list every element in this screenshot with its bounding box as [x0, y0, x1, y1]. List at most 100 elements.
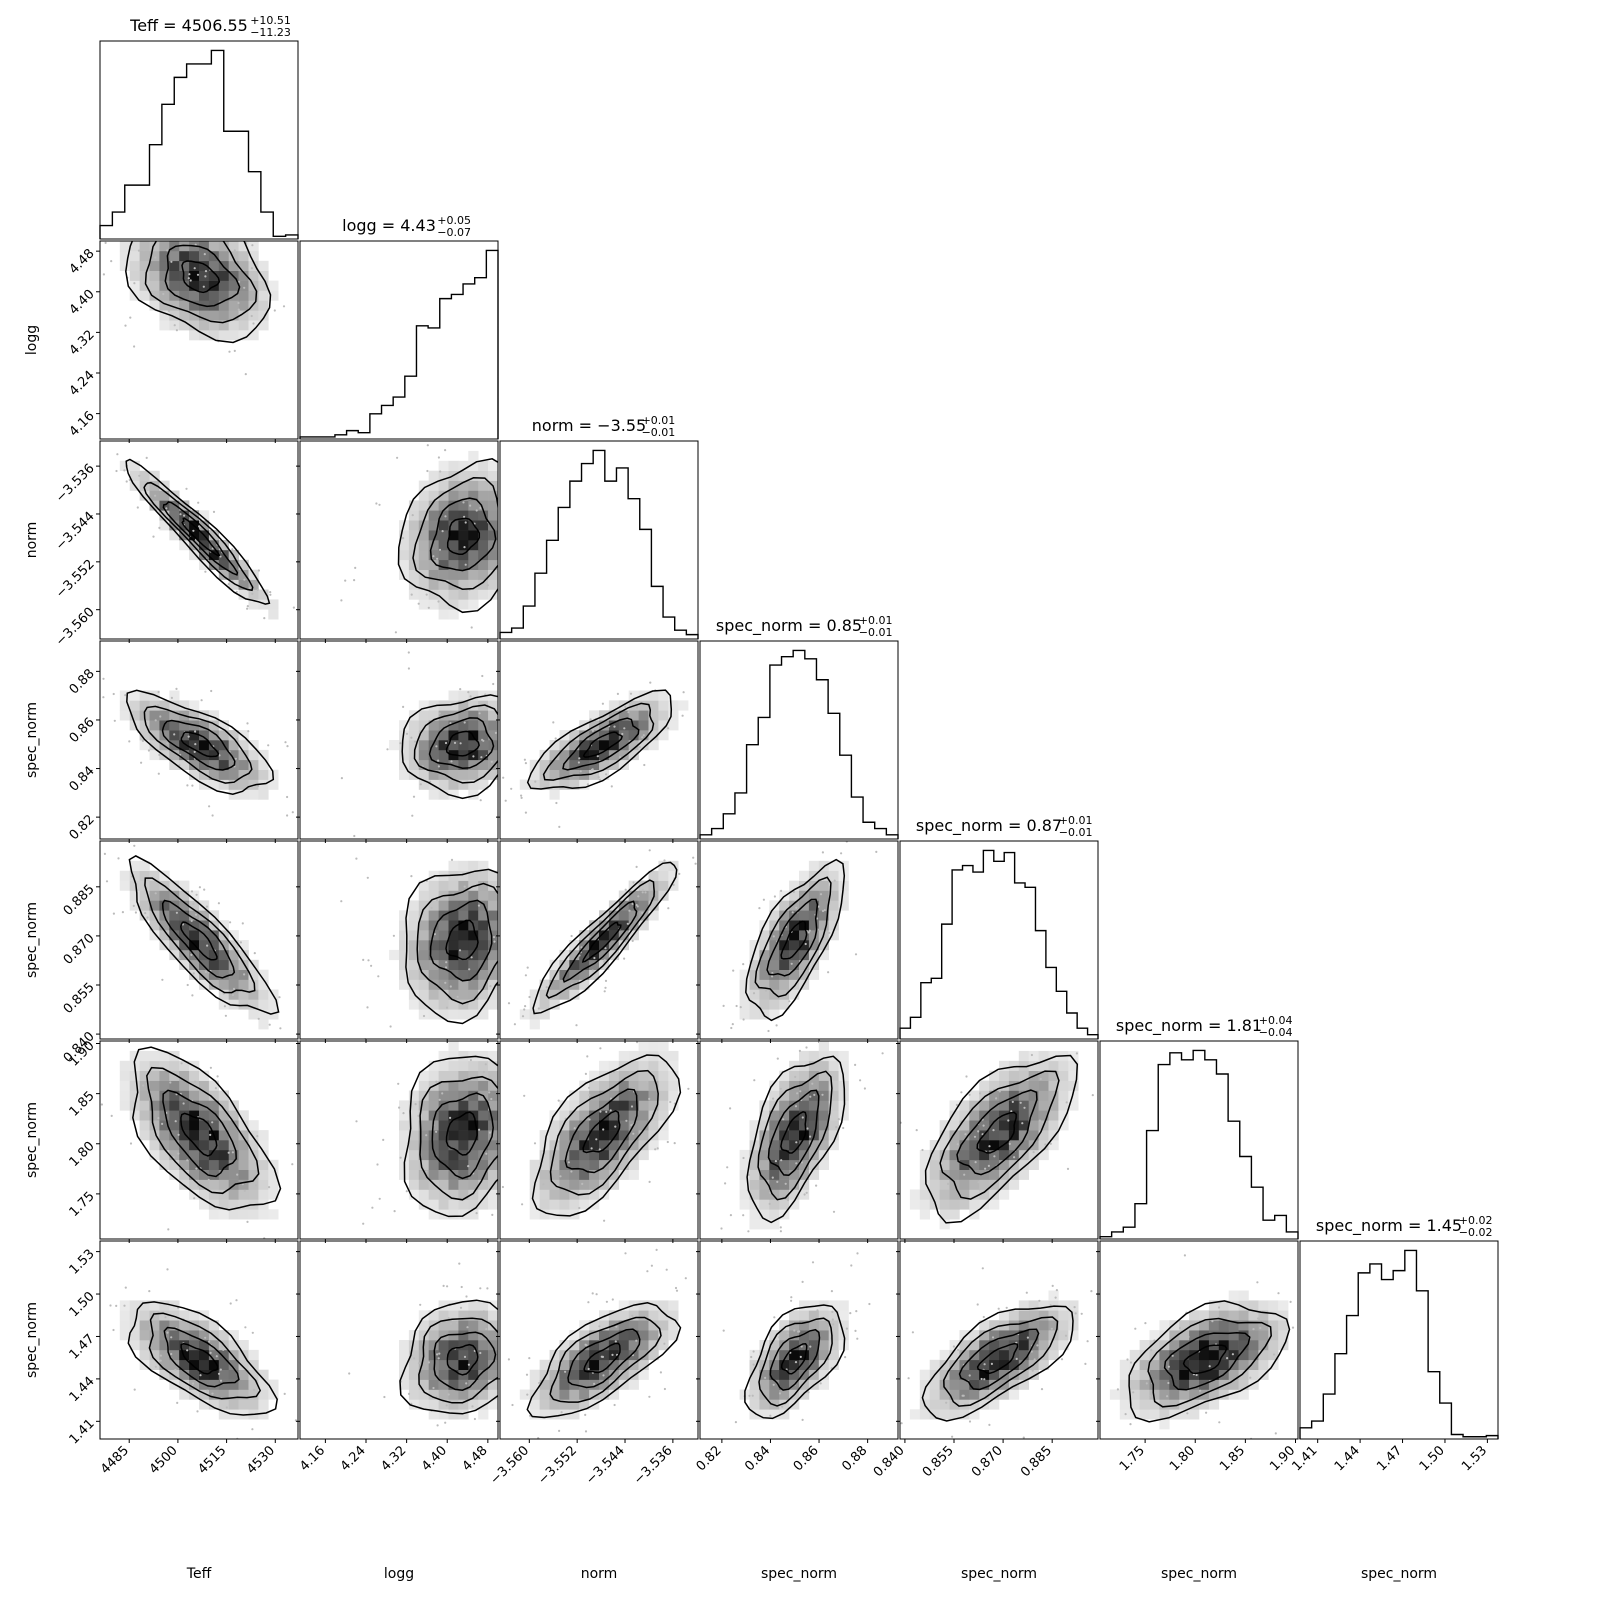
density-cell [458, 999, 469, 1010]
sample-point [780, 1159, 783, 1162]
density-cell [169, 1359, 180, 1370]
density-cell [408, 1359, 420, 1370]
sample-point [1019, 1101, 1022, 1104]
density-cell [549, 1159, 560, 1170]
density-cell [458, 890, 469, 901]
sample-point [642, 734, 645, 737]
density-cell [428, 920, 439, 931]
density-cell [438, 1169, 449, 1180]
density-cell [1169, 1330, 1180, 1341]
density-cell [139, 1050, 150, 1062]
sample-point [631, 902, 634, 906]
density-cell [208, 530, 220, 541]
density-cell [759, 949, 770, 961]
density-cell [478, 720, 489, 731]
density-cell [139, 900, 150, 911]
density-cell [478, 759, 489, 770]
density-cell [929, 1159, 940, 1170]
density-cell [408, 910, 420, 921]
density-cell [228, 260, 239, 271]
sample-point [477, 1234, 479, 1236]
density-cell [599, 740, 610, 751]
density-cell [149, 1140, 160, 1151]
density-cell [749, 1389, 760, 1400]
density-cell [149, 1100, 160, 1111]
sample-point [520, 1374, 522, 1376]
y-tick-label: 0.885 [61, 882, 98, 919]
sample-point [508, 1053, 510, 1055]
density-cell [769, 1090, 780, 1101]
density-cell [638, 1149, 649, 1161]
sample-point [750, 1048, 752, 1050]
density-cell [159, 1060, 170, 1071]
sample-point [402, 537, 405, 540]
density-cell [228, 969, 239, 980]
density-cell [189, 890, 200, 901]
density-cell [418, 710, 429, 721]
sample-point [790, 1299, 793, 1302]
sample-point [231, 548, 234, 551]
sample-point [520, 794, 523, 797]
density-cell [1169, 1340, 1180, 1351]
x-tick-label: 4500 [147, 1443, 181, 1477]
density-cell [808, 1359, 820, 1370]
title-plus-4: +0.01 [1059, 814, 1093, 827]
density-cell [488, 940, 498, 951]
sample-point [963, 1173, 966, 1176]
panel-frame [499, 640, 699, 840]
sample-point [116, 453, 119, 456]
density-cell [199, 1090, 210, 1101]
sample-point [724, 1182, 727, 1185]
density-cell [569, 1130, 580, 1141]
sample-point [1073, 1306, 1076, 1309]
density-cell [658, 1070, 669, 1081]
density-cell [808, 930, 820, 941]
density-cell [218, 330, 229, 341]
density-cell [1018, 1159, 1029, 1170]
density-cell [438, 530, 449, 541]
sample-point [419, 683, 421, 685]
density-cell [179, 1369, 190, 1380]
sample-point [157, 690, 160, 694]
sample-point [833, 879, 836, 882]
density-cell [779, 1179, 790, 1190]
sample-point [742, 1214, 745, 1217]
density-cell [779, 1189, 790, 1200]
title-plus-6: +0.02 [1459, 1214, 1493, 1227]
scatter-panel-4-3 [696, 840, 899, 1050]
density-cell [458, 1379, 469, 1390]
sample-point [250, 314, 253, 318]
sample-point [764, 1376, 767, 1379]
density-cell [1018, 1140, 1029, 1151]
sample-point [758, 907, 761, 910]
sample-point [235, 590, 238, 593]
density-cell [769, 999, 780, 1010]
sample-point [152, 1003, 154, 1005]
contour-level-0 [976, 1111, 1017, 1154]
density-cell [1238, 1330, 1249, 1341]
sample-point [393, 1210, 396, 1213]
density-cell [488, 460, 498, 471]
density-cell [129, 690, 140, 701]
sample-point [739, 1006, 742, 1009]
density-cell [1159, 1369, 1170, 1380]
y-tick-label: 4.48 [67, 246, 98, 277]
density-cell [228, 241, 239, 252]
density-cell [668, 720, 679, 731]
sample-point [614, 1125, 617, 1128]
density-cell [1189, 1379, 1200, 1390]
sample-point [466, 1326, 469, 1329]
sample-point [129, 316, 132, 319]
sample-point [547, 943, 549, 945]
histogram-title-1: logg = 4.43 +0.05−0.07 [342, 214, 471, 239]
density-cell [428, 1330, 439, 1341]
sample-point [778, 1336, 781, 1339]
sample-point [900, 1422, 903, 1425]
density-cell [248, 1389, 259, 1400]
sample-point [419, 783, 422, 786]
sample-point [166, 1331, 169, 1334]
density-cell [949, 1189, 960, 1200]
density-cell [448, 1379, 459, 1390]
sample-point [180, 506, 183, 509]
density-cell [208, 1399, 220, 1410]
